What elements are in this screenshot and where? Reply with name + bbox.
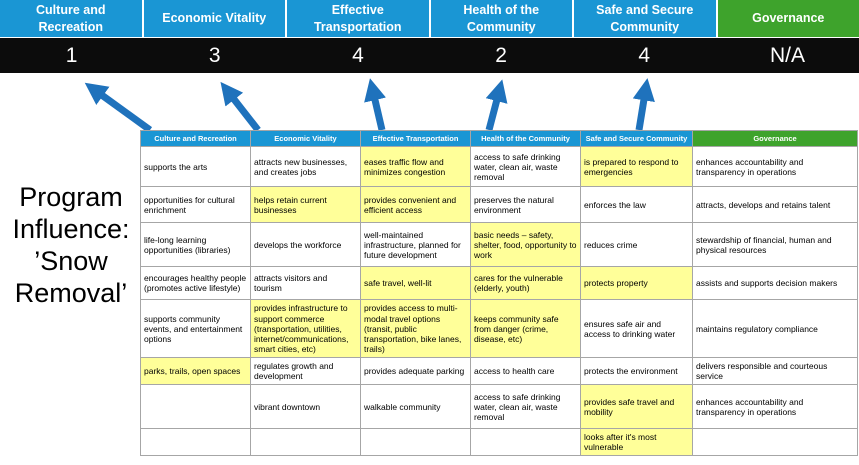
matrix-cell: provides infrastructure to support comme…	[250, 299, 361, 359]
matrix-cell: supports the arts	[140, 146, 251, 188]
up-arrow-icon	[84, 82, 153, 132]
matrix-cell: attracts new businesses, and creates job…	[250, 146, 361, 188]
scorecard-score-governance: N/A	[769, 43, 805, 67]
scorecard-header-culture-and-recreation: Culture and Recreation	[0, 0, 142, 37]
matrix-row-3: life-long learning opportunities (librar…	[140, 222, 858, 268]
up-arrow-icon	[364, 78, 386, 131]
program-title: Program Influence: ’Snow Removal’	[12, 182, 130, 308]
matrix-cell: regulates growth and development	[250, 357, 361, 386]
matrix-cell: provides convenient and efficient access	[360, 186, 471, 224]
matrix-row-1: supports the arts attracts new businesses…	[140, 146, 858, 188]
scorecard-header-economic-vitality: Economic Vitality	[143, 0, 285, 37]
scorecard-header-effective-transportation: Effective Transportation	[287, 0, 429, 37]
matrix-cell: stewardship of financial, human and phys…	[692, 222, 858, 268]
matrix-header-safe-and-secure-community: Safe and Secure Community	[580, 129, 693, 148]
matrix-cell: well-maintained infrastructure, planned …	[360, 222, 471, 268]
matrix-cell: ensures safe air and access to drinking …	[580, 299, 693, 359]
matrix-row-4: encourages healthy people (promotes acti…	[140, 266, 858, 301]
matrix-cell: safe travel, well-lit	[360, 266, 471, 301]
matrix-header-culture-and-recreation: Culture and Recreation	[140, 129, 251, 148]
matrix-cell: access to safe drinking water, clean air…	[470, 146, 581, 188]
matrix-cell: vibrant downtown	[250, 384, 361, 430]
matrix-cell: develops the workforce	[250, 222, 361, 268]
matrix-cell: opportunities for cultural enrichment	[140, 186, 251, 224]
influence-arrows	[84, 78, 655, 132]
matrix-cell: maintains regulatory compliance	[692, 299, 858, 359]
scorecard-score-economic-vitality: 3	[208, 43, 221, 67]
matrix-cell: provides safe travel and mobility	[580, 384, 693, 430]
matrix-row-7: vibrant downtown walkable community access…	[140, 384, 858, 430]
matrix-cell: access to health care	[470, 357, 581, 386]
matrix-cell	[140, 428, 251, 457]
matrix-cell: protects the environment	[580, 357, 693, 386]
matrix-cell: attracts, develops and retains talent	[692, 186, 858, 224]
scorecard-score-row: 1 3 4 2 4 N/A	[0, 38, 859, 73]
scorecard-header-safe-and-secure-community: Safe and Secure Community	[574, 0, 716, 37]
matrix-cell: cares for the vulnerable (elderly, youth…	[470, 266, 581, 301]
matrix-cell	[250, 428, 361, 457]
matrix-cell: reduces crime	[580, 222, 693, 268]
matrix-cell: walkable community	[360, 384, 471, 430]
scorecard-header-health-of-the-community: Health of the Community	[430, 0, 572, 37]
matrix-cell: is prepared to respond to emergencies	[580, 146, 693, 188]
matrix-cell	[360, 428, 471, 457]
matrix-cell: enhances accountability and transparency…	[692, 384, 858, 430]
matrix-cell: delivers responsible and courteous servi…	[692, 357, 858, 386]
matrix-header-economic-vitality: Economic Vitality	[250, 129, 361, 148]
matrix-row-8: looks after it's most vulnerable	[140, 428, 858, 457]
matrix-cell: provides adequate parking	[360, 357, 471, 386]
matrix-cell: helps retain current businesses	[250, 186, 361, 224]
matrix-body: supports the arts attracts new businesses…	[140, 146, 858, 457]
influence-matrix-table: Culture and Recreation Economic Vitality E…	[140, 129, 858, 457]
scorecard-header-governance: Governance	[717, 0, 859, 37]
matrix-header-effective-transportation: Effective Transportation	[360, 129, 471, 148]
matrix-cell: parks, trails, open spaces	[140, 357, 251, 386]
matrix-cell: looks after it's most vulnerable	[580, 428, 693, 457]
matrix-row-6: parks, trails, open spaces regulates grow…	[140, 357, 858, 386]
matrix-cell: enhances accountability and transparency…	[692, 146, 858, 188]
scorecard-score-effective-transportation: 4	[352, 43, 364, 67]
matrix-cell: keeps community safe from danger (crime,…	[470, 299, 581, 359]
up-arrow-icon	[632, 78, 655, 131]
scorecard-score-culture-and-recreation: 1	[65, 43, 78, 67]
matrix-cell: provides access to multi-modal travel op…	[360, 299, 471, 359]
matrix-cell	[692, 428, 858, 457]
matrix-cell: assists and supports decision makers	[692, 266, 858, 301]
matrix-row-5: supports community events, and entertain…	[140, 299, 858, 359]
scorecard-score-safe-and-secure-community: 4	[638, 43, 651, 67]
matrix-cell: preserves the natural environment	[470, 186, 581, 224]
matrix-cell: protects property	[580, 266, 693, 301]
up-arrow-icon	[485, 79, 508, 131]
matrix-cell: encourages healthy people (promotes acti…	[140, 266, 251, 301]
matrix-cell: attracts visitors and tourism	[250, 266, 361, 301]
matrix-cell: supports community events, and entertain…	[140, 299, 251, 359]
matrix-cell: life-long learning opportunities (librar…	[140, 222, 251, 268]
up-arrow-icon	[220, 81, 261, 132]
matrix-cell	[140, 384, 251, 430]
matrix-row-2: opportunities for cultural enrichment hel…	[140, 186, 858, 224]
matrix-header-governance: Governance	[692, 129, 858, 148]
matrix-cell	[470, 428, 581, 457]
matrix-header-row: Culture and Recreation Economic Vitality E…	[140, 129, 858, 148]
matrix-cell: enforces the law	[580, 186, 693, 224]
matrix-cell: basic needs – safety, shelter, food, opp…	[470, 222, 581, 268]
scorecard-score-health-of-the-community: 2	[495, 43, 507, 67]
matrix-cell: access to safe drinking water, clean air…	[470, 384, 581, 430]
matrix-header-health-of-the-community: Health of the Community	[470, 129, 581, 148]
matrix-cell: eases traffic flow and minimizes congest…	[360, 146, 471, 188]
scorecard-header-row: Culture and Recreation Economic Vitality E…	[0, 0, 859, 37]
